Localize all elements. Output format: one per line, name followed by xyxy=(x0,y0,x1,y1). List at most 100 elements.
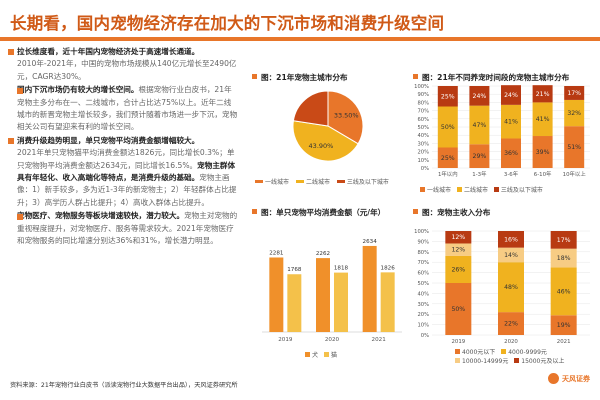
segment-value-label: 41% xyxy=(504,119,518,126)
stack-segment xyxy=(445,255,472,283)
stack-segment xyxy=(445,243,472,256)
brand-mark-icon xyxy=(548,373,559,384)
stack-segment xyxy=(550,231,577,249)
bullet-3-text-1: 2021年单只宠物猫平均消费金额达1826元，同比增长0.3%；单只宠物狗平均消… xyxy=(17,148,235,170)
segment-value-label: 24% xyxy=(504,92,518,99)
stack2-legend: 4000元以下 4000-9999元 10000-14999元 15000元及以… xyxy=(455,348,595,366)
pie-chart: 33.50% 43.90% xyxy=(292,90,364,162)
x-tick-label: 2020 xyxy=(325,337,340,343)
bullet-3-bold: 宠物主群体具有年轻化、收入高端化等特点，是消费升级的基础。 xyxy=(17,160,236,183)
y-tick-label: 50% xyxy=(417,125,429,131)
bar-value-label: 1826 xyxy=(381,265,396,271)
stack2-legend-label-2: 4000-9999元 xyxy=(508,349,547,356)
y-tick-label: 60% xyxy=(417,117,429,123)
segment-value-label: 25% xyxy=(441,93,455,100)
bar xyxy=(380,272,395,332)
x-tick-label: 1-3年 xyxy=(472,170,487,178)
pie-legend-swatch-2 xyxy=(295,180,304,183)
y-tick-label: 0% xyxy=(421,166,429,172)
stack2-legend-label-1: 4000元以下 xyxy=(462,349,496,356)
pie-legend-swatch-3 xyxy=(336,180,345,183)
y-tick-label: 0% xyxy=(421,333,429,339)
bullet-1-head: 拉长维度看，近十年国内宠物经济处于高速增长通道。 xyxy=(8,46,238,58)
stack2-chart: 0% 10% 20% 30% 40% 50% 60% 70% 80% 90% 100% 50% 26% 1… xyxy=(414,229,590,345)
bar-value-label: 1818 xyxy=(334,266,349,272)
y-tick-label: 30% xyxy=(417,302,429,308)
stack1-chart-title: 图：21年不同养宠时间段的宠物主城市分布 xyxy=(413,72,569,83)
bar-legend-swatch-2 xyxy=(323,352,329,357)
bullet-3-text-2: 宠物主画像：1）新手较多，多为近1-3年的新宠物主；2）年轻群体占比提升；3）高… xyxy=(17,173,237,207)
bullet-4-head: 宠物医疗、宠物服务等板块增速较快，潜力较大。 xyxy=(17,211,185,221)
y-tick-label: 50% xyxy=(417,281,429,287)
pie-slice xyxy=(292,120,359,162)
stack2-chart-title: 图：宠物主收入分布 xyxy=(413,207,490,218)
stack-segment xyxy=(498,312,524,335)
stack-segment xyxy=(501,138,521,168)
stack-segment xyxy=(437,86,458,107)
bar-value-label: 2281 xyxy=(269,250,284,256)
segment-value-label: 12% xyxy=(451,247,465,254)
pie-legend: 一线城市 二线城市 三线及以下城市 xyxy=(255,177,389,186)
y-tick-label: 80% xyxy=(417,100,429,106)
segment-value-label: 17% xyxy=(557,237,571,244)
segment-value-label: 29% xyxy=(473,153,487,160)
y-tick-label: 40% xyxy=(417,133,429,139)
stack-segment xyxy=(498,247,524,263)
stack-segment xyxy=(532,85,553,103)
left-text-column: 拉长维度看，近十年国内宠物经济处于高速增长通道。 2010年-2021年，中国的… xyxy=(8,46,238,249)
pie-slice xyxy=(292,90,329,127)
y-tick-label: 70% xyxy=(417,109,429,115)
bullet-4-body: 宠物医疗、宠物服务等板块增速较快，潜力较大。宠物主对宠物的重视程度提升，对宠物医… xyxy=(8,210,238,247)
stack2-legend-swatch-3 xyxy=(455,358,460,363)
stack-segment xyxy=(469,144,490,168)
stack-segment xyxy=(550,267,577,316)
pie-chart-title: 图：21年宠物主城市分布 xyxy=(252,72,348,83)
segment-value-label: 21% xyxy=(536,91,550,98)
bar xyxy=(362,245,377,332)
segment-value-label: 18% xyxy=(557,255,571,262)
bar-value-label: 2634 xyxy=(363,239,378,245)
y-tick-label: 30% xyxy=(417,141,429,147)
segment-value-label: 50% xyxy=(441,124,455,131)
bullet-1-text: 2010年-2021年，中国的宠物市场规模从140亿元增长至2490亿元，CAG… xyxy=(17,59,237,81)
y-tick-label: 90% xyxy=(417,92,429,98)
bullet-2-text: 根据宠物行业白皮书，21年宠物主多分布在一、二线城市，合计占比达75%以上。近年… xyxy=(17,85,238,132)
x-tick-label: 3-6年 xyxy=(504,170,519,178)
stack1-legend-swatch-2 xyxy=(456,187,462,192)
y-tick-label: 80% xyxy=(417,250,429,256)
pie-legend-label-1: 一线城市 xyxy=(265,179,290,186)
bullet-3: 消费升级趋势明显，单只宠物平均消费金额增幅较大。 2021年单只宠物猫平均消费金… xyxy=(8,135,238,209)
bar-legend-label-1: 犬 xyxy=(312,352,319,359)
y-tick-label: 60% xyxy=(417,271,429,277)
y-tick-label: 100% xyxy=(414,229,429,235)
segment-value-label: 12% xyxy=(451,234,465,241)
x-tick-label: 2021 xyxy=(372,337,387,343)
segment-value-label: 22% xyxy=(504,321,518,328)
stack-segment xyxy=(532,102,553,137)
stack1-legend-swatch-1 xyxy=(420,187,425,192)
stack-segment xyxy=(437,106,458,148)
stack2-legend-swatch-2 xyxy=(501,349,507,354)
segment-value-label: 50% xyxy=(451,306,465,313)
segment-value-label: 48% xyxy=(504,284,518,291)
y-tick-label: 10% xyxy=(417,158,429,164)
pie-slice-label: 33.50% xyxy=(334,112,359,120)
stack-segment xyxy=(437,147,458,168)
stack1-legend: 一线城市 二线城市 三线及以下城市 xyxy=(420,185,543,194)
y-tick-label: 10% xyxy=(417,323,429,329)
bar-legend: 犬 猫 xyxy=(305,350,337,359)
y-tick-label: 70% xyxy=(417,260,429,266)
bar-chart: 2281 1768 2019 2262 1818 2020 2634 1826 2021 xyxy=(262,239,402,343)
segment-value-label: 39% xyxy=(536,149,550,156)
y-tick-label: 20% xyxy=(417,150,429,156)
stack-segment xyxy=(501,85,521,105)
segment-value-label: 19% xyxy=(557,322,571,329)
stack-segment xyxy=(564,86,585,100)
x-tick-label: 2020 xyxy=(504,339,518,345)
stack-segment xyxy=(445,231,472,244)
stack-segment xyxy=(550,315,577,335)
bullet-3-body: 2021年单只宠物猫平均消费金额达1826元，同比增长0.3%；单只宠物狗平均消… xyxy=(8,147,238,209)
title-rule xyxy=(0,37,600,41)
source-note: 资料来源：21年宠物行业白皮书（派读宠物行业大数据平台出品），天风证券研究所 xyxy=(10,382,238,389)
y-tick-label: 100% xyxy=(414,84,429,90)
